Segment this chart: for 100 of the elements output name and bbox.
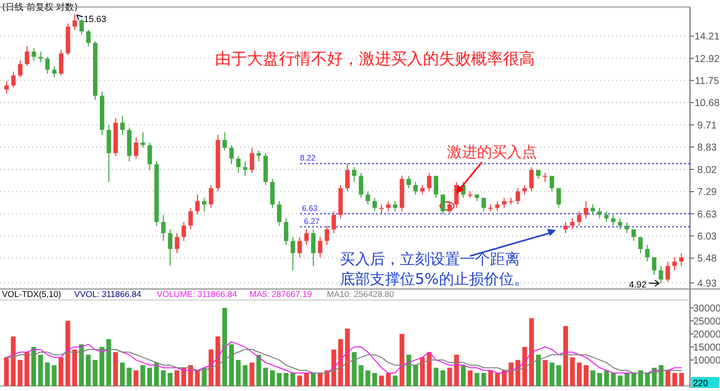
line-series [6,349,682,374]
candlestick [447,200,452,214]
candlestick [590,204,596,216]
candlestick [345,163,350,192]
candlestick [550,175,554,192]
bar [542,360,548,386]
bar [392,376,398,386]
bar [529,318,534,386]
bar [134,370,138,386]
text: 220 [693,378,708,388]
bar [229,344,234,386]
candlestick [358,172,364,198]
bar [352,352,357,386]
candlestick [58,49,64,76]
bar [516,360,520,386]
annotation: 由于大盘行情不好，激进买入的失败概率很高 [215,49,535,68]
candlestick [570,218,575,230]
bar [672,372,678,386]
candlestick [4,80,9,94]
candlestick [188,207,193,230]
bar [250,362,254,386]
bar [276,372,282,386]
bar [495,372,500,386]
candlestick [563,221,568,234]
candlestick [658,265,664,284]
text: MA10: 256428.80 [326,289,394,299]
bar [222,308,228,386]
bar [658,365,664,386]
bar [44,362,50,386]
candlestick [482,197,486,212]
candlestick [618,218,622,230]
candlestick [236,155,241,174]
candlestick [556,188,561,208]
bar [460,365,466,386]
candlestick [638,236,643,254]
bar [679,372,684,386]
bar [447,368,452,386]
bar [38,354,43,386]
candlestick [372,197,377,212]
bar [508,362,514,386]
candlestick [420,184,425,196]
candlestick [182,221,186,242]
candlestick [529,166,534,192]
candlestick [672,256,677,271]
candlestick [174,232,180,254]
candlestick [277,200,282,226]
candlestick [386,200,391,212]
bar [400,334,404,386]
bar [536,354,541,386]
bar [126,368,132,386]
candlestick [32,48,36,61]
ref-line-label: 6.63 [302,204,318,213]
bar [140,365,146,386]
bar [242,365,248,386]
bar [358,365,364,386]
candlestick [24,46,30,66]
candlestick [134,136,138,160]
candlestick [542,172,548,182]
annotation: VVOL: 311866.84 [74,289,142,299]
bar [106,339,112,386]
bar [338,339,343,386]
candlestick [52,65,57,78]
bar [310,372,316,386]
annotation: 15.63 [84,14,106,24]
candlestick [332,210,336,234]
candlestick [604,210,609,222]
bar [24,352,30,386]
y-tick-label: 8.02 [697,164,718,176]
bar [570,357,575,386]
y-tick-label: 9.71 [697,120,718,132]
bar [365,370,370,386]
candlestick [440,194,446,214]
candlestick [72,13,77,30]
y-tick-label: 6.03 [697,231,718,242]
candlestick [666,261,670,282]
bar [147,368,152,386]
candlestick [86,29,91,47]
text: MA5: 287667.19 [250,289,312,299]
bar [79,344,84,386]
bar [372,372,378,386]
y-tick-label: 5.48 [697,254,718,265]
bar [304,372,309,386]
line-series [6,341,682,374]
candlestick [318,236,322,258]
bar [263,368,268,386]
candlestick [304,228,309,246]
bar [434,368,438,386]
candlestick [11,71,16,88]
candlestick [611,214,616,226]
bar [550,362,554,386]
bar [52,365,57,386]
y-tick-label: 10.68 [694,98,720,110]
y-tick-label: 4.93 [697,278,718,290]
candlestick [522,184,527,196]
candlestick [208,184,214,208]
bar [4,357,9,386]
bar [413,365,418,386]
candlestick [392,200,398,212]
bar [610,372,616,386]
bar [58,357,64,386]
